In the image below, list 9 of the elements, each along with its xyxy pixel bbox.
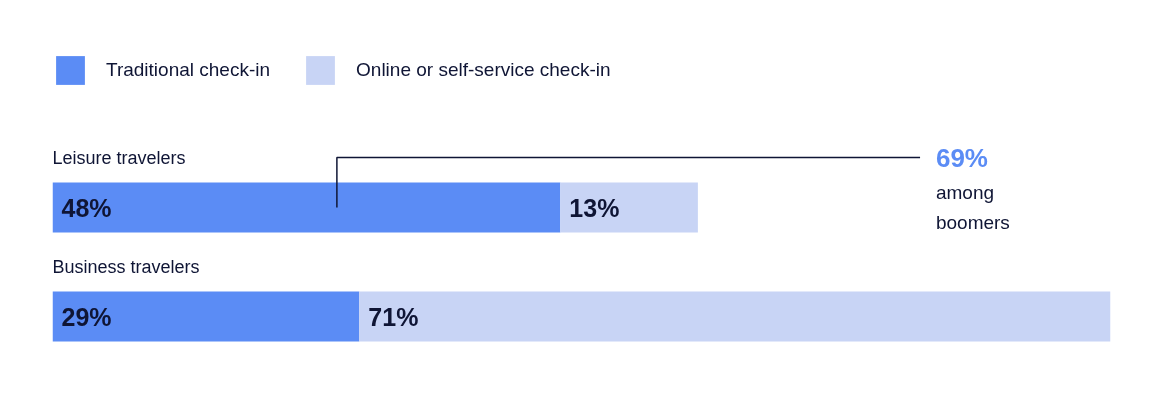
y-tick-label: Leisure travelers	[52, 147, 186, 168]
legend-label: Online or self-service check-in	[356, 59, 611, 81]
legend-label: Traditional check-in	[106, 59, 271, 81]
data-label: 48%	[61, 193, 112, 222]
annotation: 69% among boomers	[935, 142, 1010, 233]
data-label: 71%	[368, 302, 419, 331]
data-label: 13%	[569, 193, 620, 222]
data-label: 29%	[61, 302, 112, 331]
y-tick-label: Business travelers	[52, 256, 200, 277]
